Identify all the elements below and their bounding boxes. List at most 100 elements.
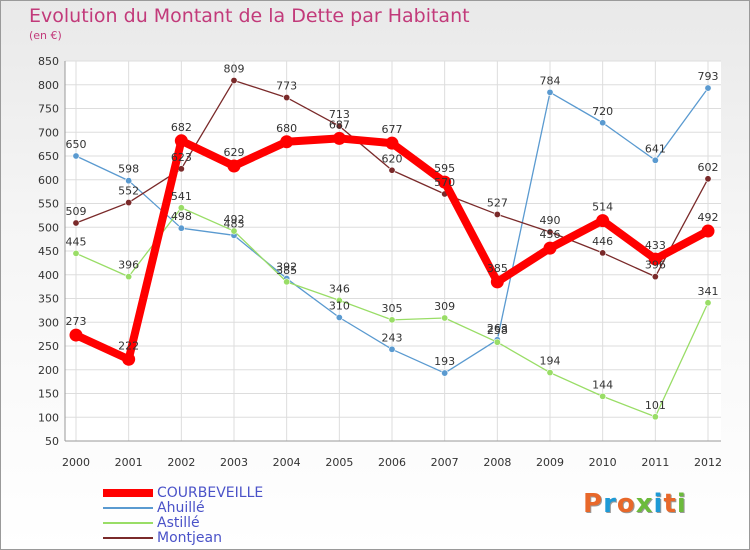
data-point: [72, 152, 80, 160]
data-point: [388, 345, 396, 353]
x-tick-label: 2000: [62, 456, 90, 469]
x-tick-label: 2004: [273, 456, 301, 469]
data-point: [546, 88, 554, 96]
data-point: [599, 249, 607, 257]
data-label: 598: [118, 163, 139, 176]
data-label: 385: [276, 264, 297, 277]
logo-letter: x: [635, 489, 654, 519]
data-label: 687: [329, 118, 350, 131]
data-label: 641: [645, 142, 666, 155]
x-tick-label: 2010: [589, 456, 617, 469]
x-tick-label: 2002: [167, 456, 195, 469]
data-label: 193: [434, 355, 455, 368]
data-point: [648, 252, 662, 266]
axis-layer: 50 100 150 200 250 300 350 400 450 500 550 600 650 70…: [38, 55, 722, 469]
data-label: 602: [698, 161, 719, 174]
data-point: [704, 299, 712, 307]
data-label: 620: [382, 152, 403, 165]
data-point: [283, 278, 291, 286]
data-point: [227, 159, 241, 173]
data-label: 305: [382, 302, 403, 315]
data-label: 263: [487, 322, 508, 335]
data-point: [490, 275, 504, 289]
data-label: 101: [645, 399, 666, 412]
y-tick-label: 600: [38, 174, 59, 187]
data-point: [546, 369, 554, 377]
x-tick-label: 2009: [536, 456, 564, 469]
logo-letter: o: [616, 489, 636, 519]
data-label: 222: [118, 339, 139, 352]
data-point: [69, 328, 83, 342]
logo-letter: t: [663, 489, 677, 519]
data-label: 623: [171, 151, 192, 164]
data-label: 650: [66, 138, 87, 151]
data-point: [651, 156, 659, 164]
proxiti-logo: Proxiti: [583, 489, 687, 519]
data-label: 713: [329, 108, 350, 121]
data-label: 509: [66, 205, 87, 218]
data-point: [704, 175, 712, 183]
legend-label-ahuille: Ahuillé: [157, 500, 205, 516]
x-tick-label: 2005: [325, 456, 353, 469]
data-label: 446: [592, 235, 613, 248]
data-label: 629: [224, 146, 245, 159]
data-point: [704, 84, 712, 92]
x-tick-label: 2012: [694, 456, 722, 469]
data-point: [280, 135, 294, 149]
data-label: 570: [434, 176, 455, 189]
data-point: [651, 273, 659, 281]
data-point: [596, 214, 610, 228]
legend-label-astille: Astillé: [157, 515, 200, 531]
data-label: 492: [224, 213, 245, 226]
x-tick-label: 2011: [641, 456, 669, 469]
data-label: 346: [329, 282, 350, 295]
legend-label-montjean: Montjean: [157, 530, 222, 546]
data-point: [335, 313, 343, 321]
data-label: 541: [171, 190, 192, 203]
logo-letter: r: [603, 489, 617, 519]
data-label: 385: [487, 262, 508, 275]
legend-swatch-layer: [103, 489, 153, 539]
y-tick-label: 500: [38, 221, 59, 234]
data-point: [72, 249, 80, 257]
data-point: [177, 224, 185, 232]
y-tick-label: 650: [38, 150, 59, 163]
data-point: [546, 228, 554, 236]
data-point: [388, 166, 396, 174]
data-label: 194: [540, 355, 561, 368]
data-label: 809: [224, 62, 245, 75]
data-label: 527: [487, 196, 508, 209]
data-label: 773: [276, 80, 297, 93]
data-point: [543, 241, 557, 255]
data-label: 514: [592, 201, 613, 214]
series-layer: [69, 76, 715, 421]
y-tick-label: 550: [38, 198, 59, 211]
data-label: 310: [329, 300, 350, 313]
data-point: [441, 369, 449, 377]
y-tick-label: 300: [38, 316, 59, 329]
y-tick-label: 800: [38, 79, 59, 92]
data-point: [125, 273, 133, 281]
data-label: 793: [698, 70, 719, 83]
data-label: 258: [487, 324, 508, 337]
y-tick-label: 400: [38, 269, 59, 282]
y-tick-label: 200: [38, 364, 59, 377]
data-label: 243: [382, 331, 403, 344]
data-point: [230, 227, 238, 235]
data-label: 456: [540, 228, 561, 241]
y-tick-label: 350: [38, 293, 59, 306]
data-point: [335, 122, 343, 130]
data-point: [283, 94, 291, 102]
logo-letter: P: [583, 489, 604, 519]
data-label-layer: 650 598 498 483 392 310 243 193 263 784 720 641 793 4…: [66, 62, 719, 411]
data-label: 433: [645, 239, 666, 252]
data-label: 680: [276, 122, 297, 135]
data-label: 552: [118, 185, 139, 198]
data-label: 483: [224, 217, 245, 230]
data-label: 445: [66, 235, 87, 248]
y-tick-label: 100: [38, 411, 59, 424]
data-label: 309: [434, 300, 455, 313]
legend-label-courbeveille: COURBEVEILLE: [157, 485, 264, 501]
logo-letter: i: [653, 489, 664, 519]
